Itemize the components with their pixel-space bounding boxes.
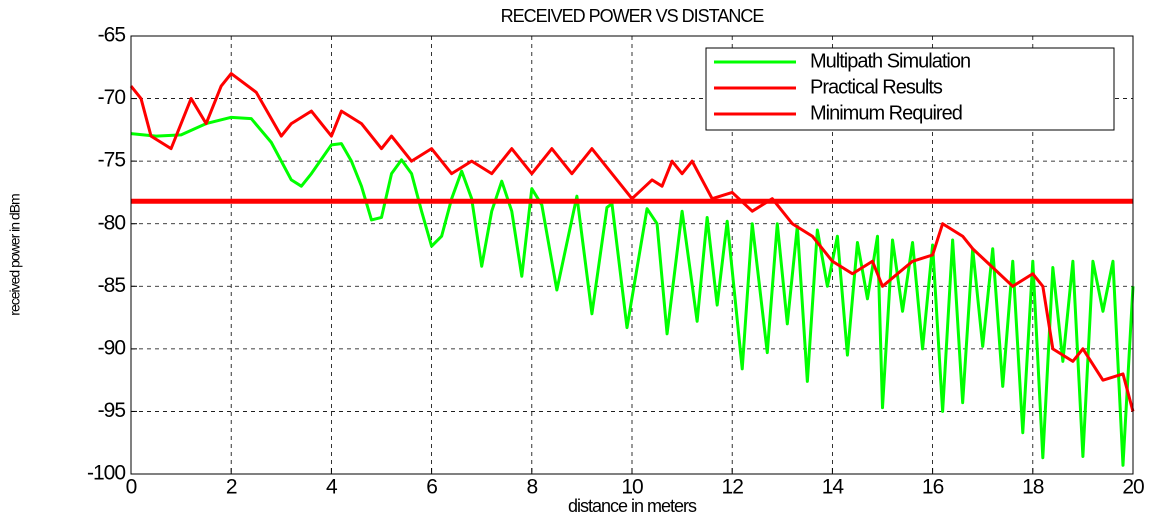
x-tick-label: 16 xyxy=(922,476,944,499)
x-tick-label: 6 xyxy=(426,476,437,499)
chart-title: RECEIVED POWER VS DISTANCE xyxy=(501,6,765,26)
x-tick-label: 8 xyxy=(526,476,537,499)
legend-label: Practical Results xyxy=(810,76,943,98)
x-tick-label: 20 xyxy=(1122,476,1144,499)
x-tick-label: 10 xyxy=(621,476,643,499)
y-tick-label: -80 xyxy=(98,211,126,234)
x-tick-label: 4 xyxy=(326,476,338,499)
x-tick-label: 12 xyxy=(722,476,744,499)
x-axis-label: distance in meters xyxy=(568,496,697,516)
x-tick-label: 14 xyxy=(822,476,845,499)
x-tick-label: 18 xyxy=(1022,476,1044,499)
x-tick-label: 0 xyxy=(126,476,137,499)
y-tick-label: -65 xyxy=(98,24,126,47)
y-tick-label: -95 xyxy=(98,399,126,422)
plot-frame xyxy=(130,35,1134,475)
y-tick-label: -75 xyxy=(98,149,126,172)
y-tick-label: -90 xyxy=(98,336,126,359)
y-tick-label: -100 xyxy=(87,462,125,485)
y-tick-label: -70 xyxy=(98,86,126,109)
legend-label: Multipath Simulation xyxy=(810,50,970,72)
series-line xyxy=(129,72,1135,412)
y-tick-label: -85 xyxy=(98,274,126,297)
x-tick-label: 2 xyxy=(226,476,237,499)
legend-label: Minimum Required xyxy=(810,102,962,124)
y-axis-label: received power in dBm xyxy=(7,194,23,316)
